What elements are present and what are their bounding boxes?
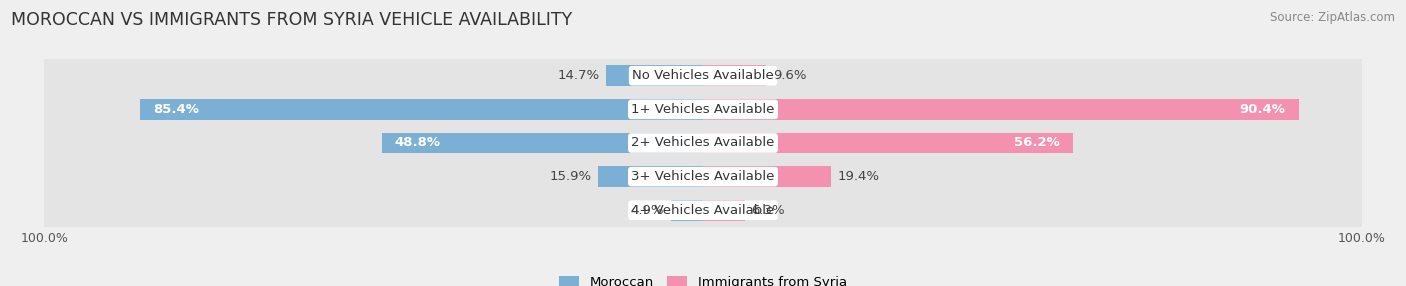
Text: 14.7%: 14.7% — [557, 69, 599, 82]
Bar — [703, 166, 831, 187]
Bar — [703, 93, 1362, 126]
Text: 15.9%: 15.9% — [550, 170, 592, 183]
Text: 48.8%: 48.8% — [395, 136, 440, 150]
Text: MOROCCAN VS IMMIGRANTS FROM SYRIA VEHICLE AVAILABILITY: MOROCCAN VS IMMIGRANTS FROM SYRIA VEHICL… — [11, 11, 572, 29]
Text: 4.9%: 4.9% — [631, 204, 664, 217]
Bar — [703, 99, 1299, 120]
Legend: Moroccan, Immigrants from Syria: Moroccan, Immigrants from Syria — [554, 270, 852, 286]
Text: 6.3%: 6.3% — [751, 204, 785, 217]
Bar — [141, 99, 703, 120]
Bar — [606, 65, 703, 86]
Bar — [703, 133, 1073, 153]
Text: 2+ Vehicles Available: 2+ Vehicles Available — [631, 136, 775, 150]
Bar — [671, 200, 703, 221]
Bar — [703, 65, 766, 86]
Text: 4+ Vehicles Available: 4+ Vehicles Available — [631, 204, 775, 217]
Bar — [44, 59, 703, 93]
Bar — [703, 193, 1362, 227]
Bar — [44, 160, 703, 193]
Bar — [703, 160, 1362, 193]
Bar — [703, 59, 1362, 93]
Text: 56.2%: 56.2% — [1014, 136, 1060, 150]
Bar — [381, 133, 703, 153]
Text: Source: ZipAtlas.com: Source: ZipAtlas.com — [1270, 11, 1395, 24]
Text: 3+ Vehicles Available: 3+ Vehicles Available — [631, 170, 775, 183]
Bar — [598, 166, 703, 187]
Bar — [44, 193, 703, 227]
Text: 9.6%: 9.6% — [773, 69, 806, 82]
Text: 19.4%: 19.4% — [838, 170, 879, 183]
Bar — [703, 200, 745, 221]
Text: 1+ Vehicles Available: 1+ Vehicles Available — [631, 103, 775, 116]
Text: No Vehicles Available: No Vehicles Available — [633, 69, 773, 82]
Text: 85.4%: 85.4% — [153, 103, 200, 116]
Bar — [44, 126, 703, 160]
Bar — [703, 126, 1362, 160]
Text: 90.4%: 90.4% — [1240, 103, 1285, 116]
Bar — [44, 93, 703, 126]
